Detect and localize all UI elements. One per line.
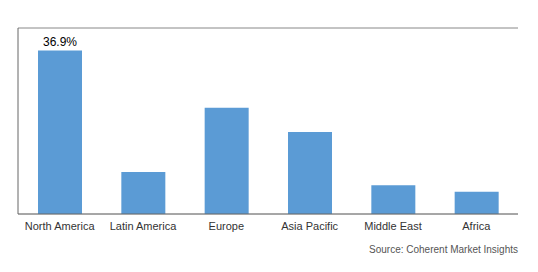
svg-text:Latin America: Latin America <box>110 220 178 232</box>
svg-text:36.9%: 36.9% <box>43 35 77 49</box>
svg-text:North America: North America <box>25 220 96 232</box>
html-text:Source: Coherent Market Insigh: Source: Coherent Market Insights <box>369 244 518 255</box>
svg-text:Europe: Europe <box>209 220 244 232</box>
svg-text:Middle East: Middle East <box>364 220 421 232</box>
svg-text:Africa: Africa <box>462 220 491 232</box>
svg-text:Asia Pacific: Asia Pacific <box>281 220 338 232</box>
